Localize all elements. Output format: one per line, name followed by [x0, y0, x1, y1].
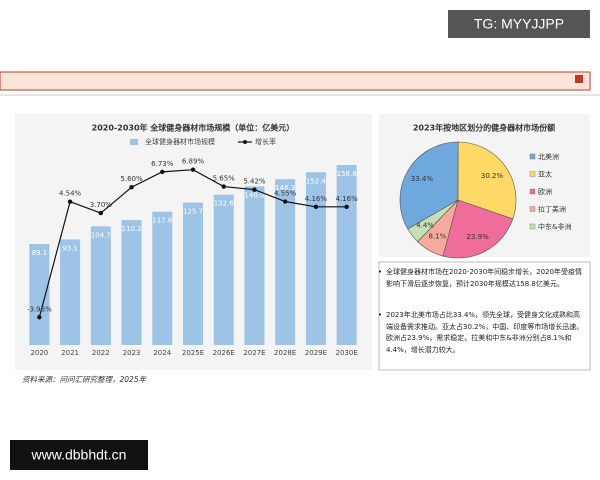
- legend-label: 拉丁美洲: [538, 205, 566, 214]
- bar: [244, 186, 265, 345]
- watermark-bottom-box: [10, 440, 148, 470]
- growth-marker: [37, 315, 42, 320]
- growth-label: 6.73%: [151, 160, 174, 168]
- legend-swatch: [529, 171, 536, 177]
- legend-label: 全球健身器材市场规模: [145, 137, 215, 146]
- growth-label: 5.42%: [243, 178, 266, 186]
- watermark-top: TG: MYYJJPP: [474, 16, 564, 32]
- bar: [275, 179, 296, 345]
- bar-label: 117.6: [152, 217, 173, 225]
- bar: [152, 211, 173, 345]
- pie-slice: [407, 199, 459, 243]
- x-tick-label: 2026E: [213, 349, 235, 357]
- x-tick-label: 2021: [61, 349, 79, 357]
- growth-marker: [313, 204, 319, 210]
- source: 资料来源：问问汇研究整理，2025年: [22, 375, 148, 384]
- bar-label: 158.8: [337, 170, 357, 178]
- legend-label: 北美洲: [538, 152, 559, 161]
- growth-marker: [344, 204, 349, 210]
- pie-slice: [457, 141, 517, 220]
- growth-label: 6.89%: [182, 158, 205, 166]
- logo: [575, 75, 583, 83]
- growth-marker: [190, 167, 196, 172]
- x-tick-label: 2027E: [243, 349, 265, 357]
- pie-slice: [399, 141, 459, 230]
- bar: [90, 226, 111, 345]
- growth-marker: [160, 169, 165, 175]
- pie-label: 30.2%: [481, 172, 504, 180]
- note: 全球健身器材市场在2020-2030年间稳步增长，2020年受疫情影响下滑后逐步…: [378, 267, 584, 290]
- pie-label: 4.4%: [416, 222, 434, 230]
- growth-marker: [221, 184, 226, 189]
- legend-label: 欧洲: [538, 187, 552, 196]
- bar-label: 146.3: [275, 184, 295, 192]
- x-tick-label: 2020: [30, 349, 48, 357]
- bar: [336, 165, 357, 345]
- bar-label: 104.7: [91, 231, 111, 239]
- growth-marker: [252, 187, 257, 192]
- pie-label: 23.9%: [466, 233, 489, 241]
- growth-label: 4.16%: [305, 195, 328, 203]
- x-tick-label: 2028E: [274, 349, 296, 357]
- growth-marker: [282, 199, 288, 204]
- bar-chart-title: 2020-2030年 全球健身器材市场规模（单位：亿美元）: [92, 123, 295, 133]
- legend-swatch: [130, 139, 138, 145]
- bar-label: 152.4: [306, 177, 327, 185]
- legend-swatch: [529, 188, 536, 195]
- note: 2023年北美市场占比33.4%，领先全球，受健身文化成熟和高端设备需求推动。亚…: [378, 310, 584, 356]
- growth-marker: [129, 185, 134, 190]
- pie-chart-title: 2023年按地区划分的健身器材市场份额: [413, 123, 555, 133]
- growth-label: 4.54%: [59, 190, 82, 198]
- watermark-bottom: www.dbbhdt.cn: [31, 447, 127, 463]
- bar: [29, 244, 50, 345]
- x-tick-label: 2025E: [182, 349, 204, 357]
- legend-label: 增长率: [255, 137, 276, 146]
- legend-label: 中东&非洲: [538, 222, 571, 231]
- bar-label: 132.6: [214, 200, 235, 208]
- watermark-box: [448, 10, 590, 38]
- bar: [183, 202, 203, 345]
- bar: [121, 220, 142, 345]
- bar-label: 110.2: [122, 225, 142, 233]
- bar: [305, 172, 326, 345]
- growth-label: 5.60%: [120, 175, 143, 183]
- header-band: [0, 71, 591, 91]
- legend-label: 亚太: [538, 170, 552, 179]
- bar-label: 125.7: [183, 208, 203, 216]
- bar-label: 93.1: [62, 244, 78, 252]
- growth-label: 4.16%: [336, 195, 359, 203]
- growth-label: 3.70%: [90, 201, 113, 209]
- x-tick-label: 2022: [92, 349, 110, 357]
- growth-label: -3.96%: [27, 305, 52, 313]
- pie-label: 8.1%: [428, 232, 446, 240]
- growth-label: 4.55%: [274, 190, 297, 198]
- growth-label: 5.65%: [213, 175, 236, 183]
- legend-marker: [243, 140, 247, 144]
- growth-marker: [98, 210, 104, 216]
- growth-marker: [67, 199, 73, 204]
- bar: [60, 239, 81, 345]
- x-tick-label: 2023: [123, 349, 141, 357]
- x-tick-label: 2030E: [336, 349, 358, 357]
- bar: [213, 194, 234, 345]
- pie-slice: [442, 199, 514, 259]
- x-tick-label: 2024: [153, 349, 171, 357]
- bar-label: 140.0: [244, 191, 264, 199]
- bar-label: 89.1: [32, 249, 48, 257]
- pie-label: 33.4%: [411, 175, 434, 183]
- x-tick-label: 2029E: [305, 349, 327, 357]
- legend-swatch: [529, 206, 536, 212]
- legend-swatch: [529, 223, 536, 230]
- legend-swatch: [529, 153, 536, 160]
